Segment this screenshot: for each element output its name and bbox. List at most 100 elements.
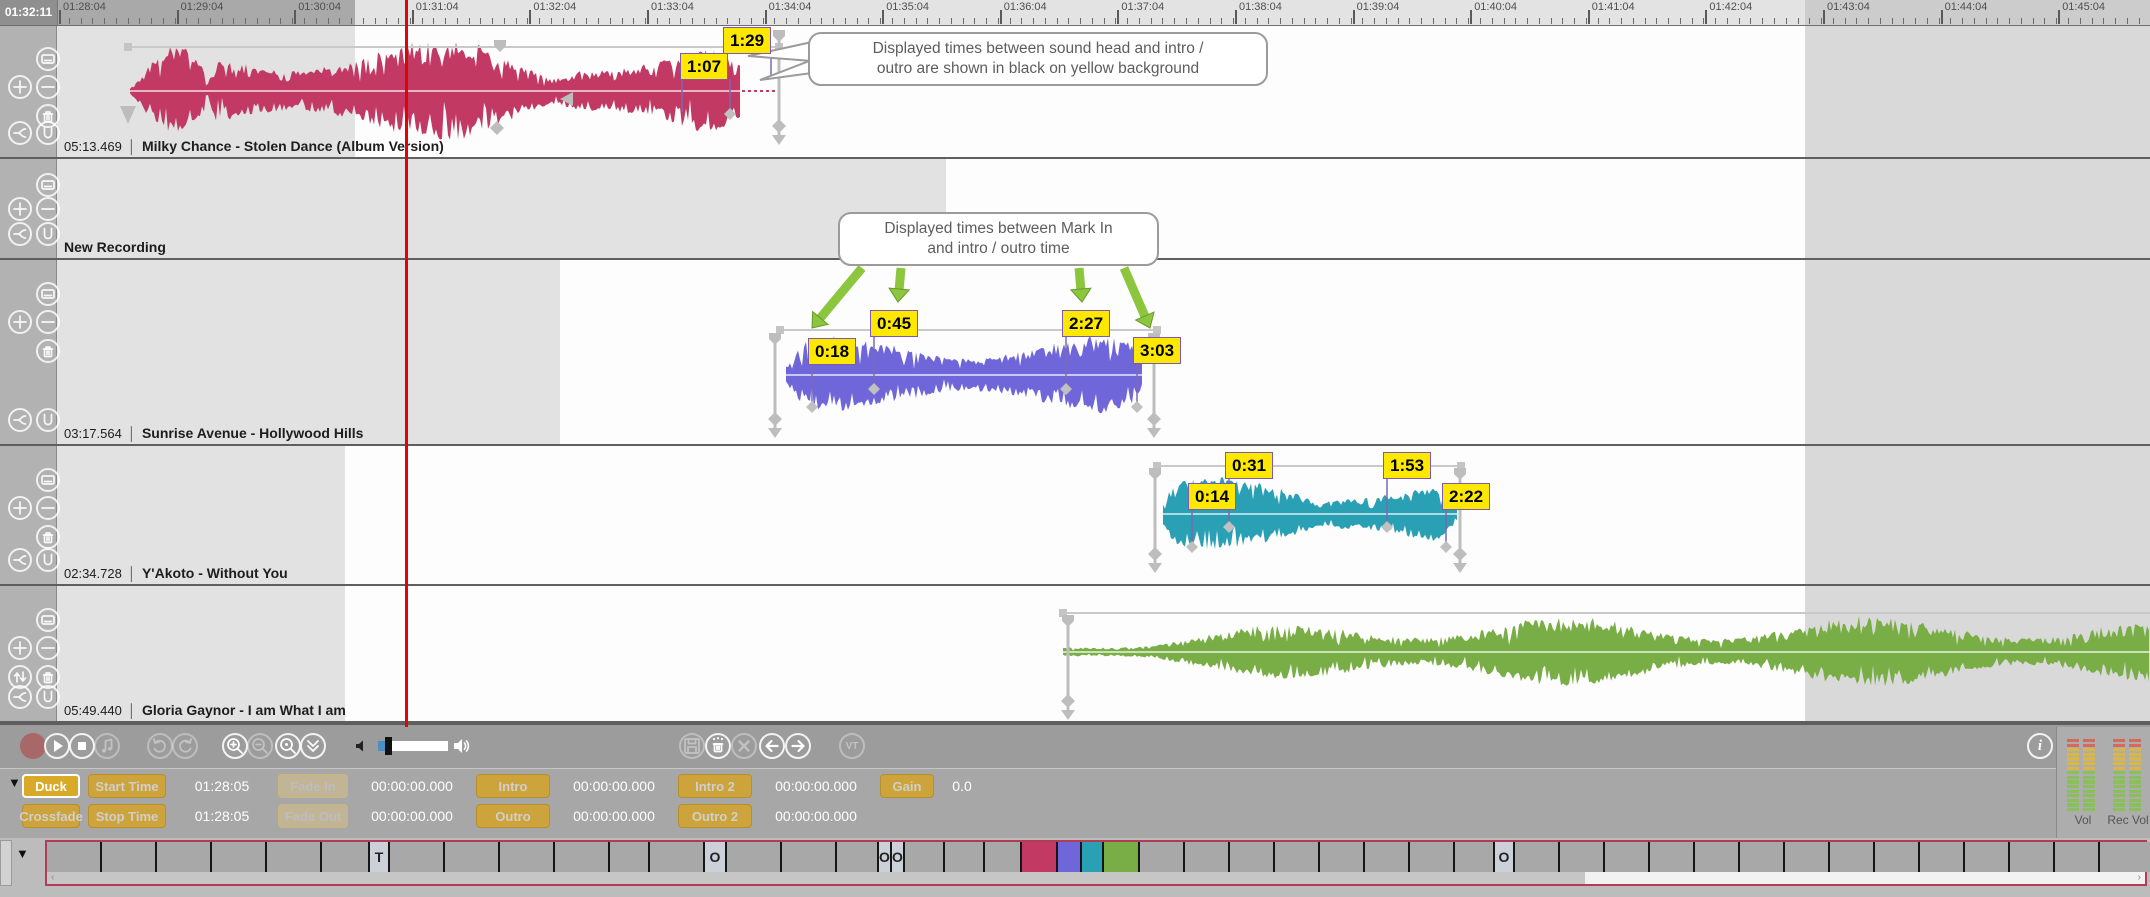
playlist-cell[interactable] [905,842,945,872]
playlist-cell[interactable] [610,842,650,872]
playlist-marker-cell[interactable]: T [370,842,390,872]
zoom-out-track-button[interactable] [36,496,60,520]
next-button[interactable] [785,733,811,759]
volume-slider[interactable] [378,737,448,755]
playlist-item-colored[interactable] [1022,842,1058,872]
loop-button[interactable] [36,121,60,145]
playlist-cell[interactable] [267,842,322,872]
fade-out-button[interactable]: Fade Out [278,804,348,828]
cart-button[interactable] [36,47,60,71]
record-button[interactable] [19,733,45,759]
strip-scrollbar[interactable]: ‹ › [47,872,2145,884]
playlist-cell[interactable] [1275,842,1320,872]
intro2-button[interactable]: Intro 2 [678,774,752,798]
track-row-5[interactable]: 05:49.440 │ Gloria Gaynor - I am What I am [0,586,2150,723]
playlist-cell[interactable] [2100,842,2150,872]
playlist-cell[interactable] [727,842,782,872]
collapse-button[interactable] [300,733,326,759]
playlist-cell[interactable] [500,842,555,872]
time-marker-label[interactable]: 1:07 [680,53,729,80]
delete-track-button[interactable] [36,339,60,363]
loop-button[interactable] [36,408,60,432]
playlist-cell[interactable] [1830,842,1875,872]
loop-button[interactable] [36,548,60,572]
playlist-cell[interactable] [945,842,985,872]
intro-value[interactable]: 00:00:00.000 [573,778,655,794]
playlist-item-colored[interactable] [1082,842,1104,872]
zoom-out-track-button[interactable] [36,636,60,660]
cart-button[interactable] [36,173,60,197]
playlist-cell[interactable] [985,842,1022,872]
split-button[interactable] [8,408,32,432]
outro2-value[interactable]: 00:00:00.000 [775,808,857,824]
cart-button[interactable] [36,608,60,632]
playlist-cell[interactable] [782,842,837,872]
cart-button[interactable] [36,282,60,306]
playlist-cell[interactable] [1875,842,1920,872]
playlist-cell[interactable] [102,842,157,872]
zoom-out-track-button[interactable] [36,197,60,221]
zoom-selection-button[interactable] [275,733,301,759]
playlist-marker-cell[interactable]: O [705,842,727,872]
time-marker-label[interactable]: 0:31 [1225,452,1274,479]
playlist-cell[interactable] [1185,842,1230,872]
playlist-cell[interactable] [1140,842,1185,872]
playlist-cell[interactable] [1560,842,1605,872]
track-row-3[interactable]: 03:17.564 │ Sunrise Avenue - Hollywood Hil… [0,260,2150,446]
playlist-cell[interactable] [322,842,370,872]
playlist-cell[interactable] [390,842,445,872]
collapse-panel-arrow[interactable]: ▼ [8,775,21,790]
time-marker-label[interactable]: 3:03 [1133,337,1182,364]
playlist-cell[interactable] [1695,842,1740,872]
playlist-cell[interactable] [47,842,102,872]
track-row-4[interactable]: 02:34.728 │ Y'Akoto - Without You [0,446,2150,586]
gain-button[interactable]: Gain [880,774,934,798]
zoom-in-track-button[interactable] [8,496,32,520]
loop-button[interactable] [36,685,60,709]
strip-scrollbar-thumb[interactable] [47,872,1585,884]
delete-track-button[interactable] [36,525,60,549]
playlist-marker-cell[interactable]: O [892,842,905,872]
playlist-cell[interactable] [1785,842,1830,872]
time-marker-label[interactable]: 0:45 [870,310,919,337]
scroll-right-arrow[interactable]: › [2137,872,2141,883]
zoom-out-track-button[interactable] [36,310,60,334]
intro-button[interactable]: Intro [476,774,550,798]
scroll-left-arrow[interactable]: ‹ [51,872,55,883]
playhead-line[interactable] [405,0,408,727]
zoom-in-track-button[interactable] [8,75,32,99]
split-button[interactable] [8,222,32,246]
cart-button[interactable] [36,468,60,492]
split-button[interactable] [8,121,32,145]
zoom-in-track-button[interactable] [8,197,32,221]
playlist-cell[interactable] [650,842,705,872]
time-marker-label[interactable]: 0:18 [808,338,857,365]
playlist-cell[interactable] [1365,842,1410,872]
playlist-marker-cell[interactable]: O [1495,842,1515,872]
intro2-value[interactable]: 00:00:00.000 [775,778,857,794]
playlist-cell[interactable] [1965,842,2010,872]
info-button[interactable]: i [2027,733,2053,759]
playlist-cell[interactable] [1515,842,1560,872]
stop-time-value[interactable]: 01:28:05 [194,808,250,824]
fade-in-button[interactable]: Fade In [278,774,348,798]
time-marker-label[interactable]: 0:14 [1188,483,1237,510]
stop-button[interactable] [69,733,95,759]
fade-in-value[interactable]: 00:00:00.000 [371,778,453,794]
zoom-in-button[interactable] [222,733,248,759]
playlist-marker-cell[interactable]: O [879,842,892,872]
playlist-cell[interactable] [1455,842,1495,872]
split-button[interactable] [8,685,32,709]
playlist-item-colored[interactable] [1104,842,1140,872]
duck-button[interactable]: Duck [22,774,80,798]
time-marker-label[interactable]: 1:29 [723,27,772,54]
strip-collapse-arrow[interactable]: ▼ [16,846,29,861]
playlist-cell[interactable] [2010,842,2055,872]
loop-button[interactable] [36,222,60,246]
fade-out-value[interactable]: 00:00:00.000 [371,808,453,824]
playlist-cell[interactable] [2055,842,2100,872]
playlist-cell[interactable] [1740,842,1785,872]
playlist-cell[interactable] [1230,842,1275,872]
time-marker-label[interactable]: 1:53 [1383,452,1432,479]
playlist-cell[interactable] [445,842,500,872]
